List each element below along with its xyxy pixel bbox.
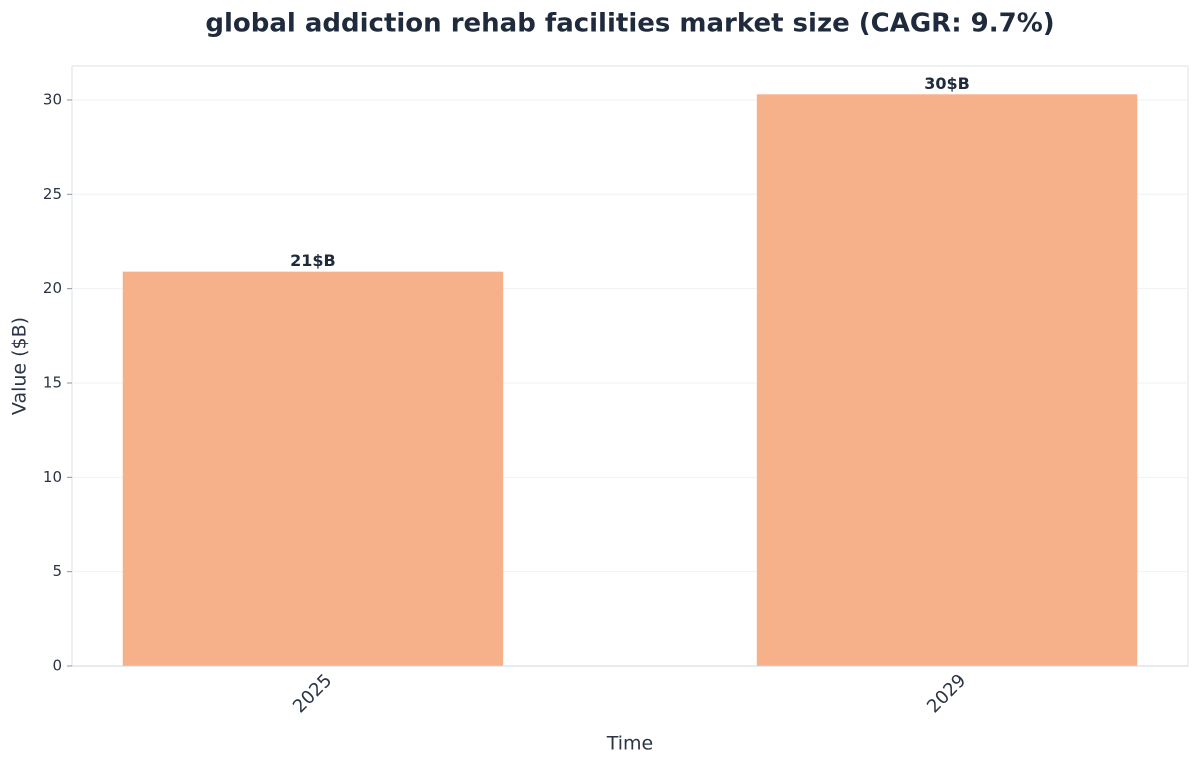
bar bbox=[756, 94, 1138, 667]
chart-title: global addiction rehab facilities market… bbox=[205, 9, 1054, 39]
y-tick-label: 20 bbox=[43, 279, 62, 297]
value-label: 30$B bbox=[924, 74, 970, 93]
y-tick-label: 30 bbox=[43, 90, 62, 108]
x-axis-label: Time bbox=[606, 733, 654, 755]
y-axis-label: Value ($B) bbox=[9, 317, 31, 415]
y-tick-label: 25 bbox=[43, 185, 62, 203]
bar bbox=[122, 271, 504, 666]
y-tick-label: 15 bbox=[43, 373, 62, 391]
y-tick-label: 5 bbox=[52, 562, 62, 580]
y-tick-label: 0 bbox=[52, 657, 62, 675]
value-label: 21$B bbox=[290, 251, 336, 270]
x-tick-label: 2029 bbox=[923, 670, 970, 717]
x-tick-label: 2025 bbox=[289, 670, 336, 717]
y-tick-label: 10 bbox=[43, 468, 62, 486]
